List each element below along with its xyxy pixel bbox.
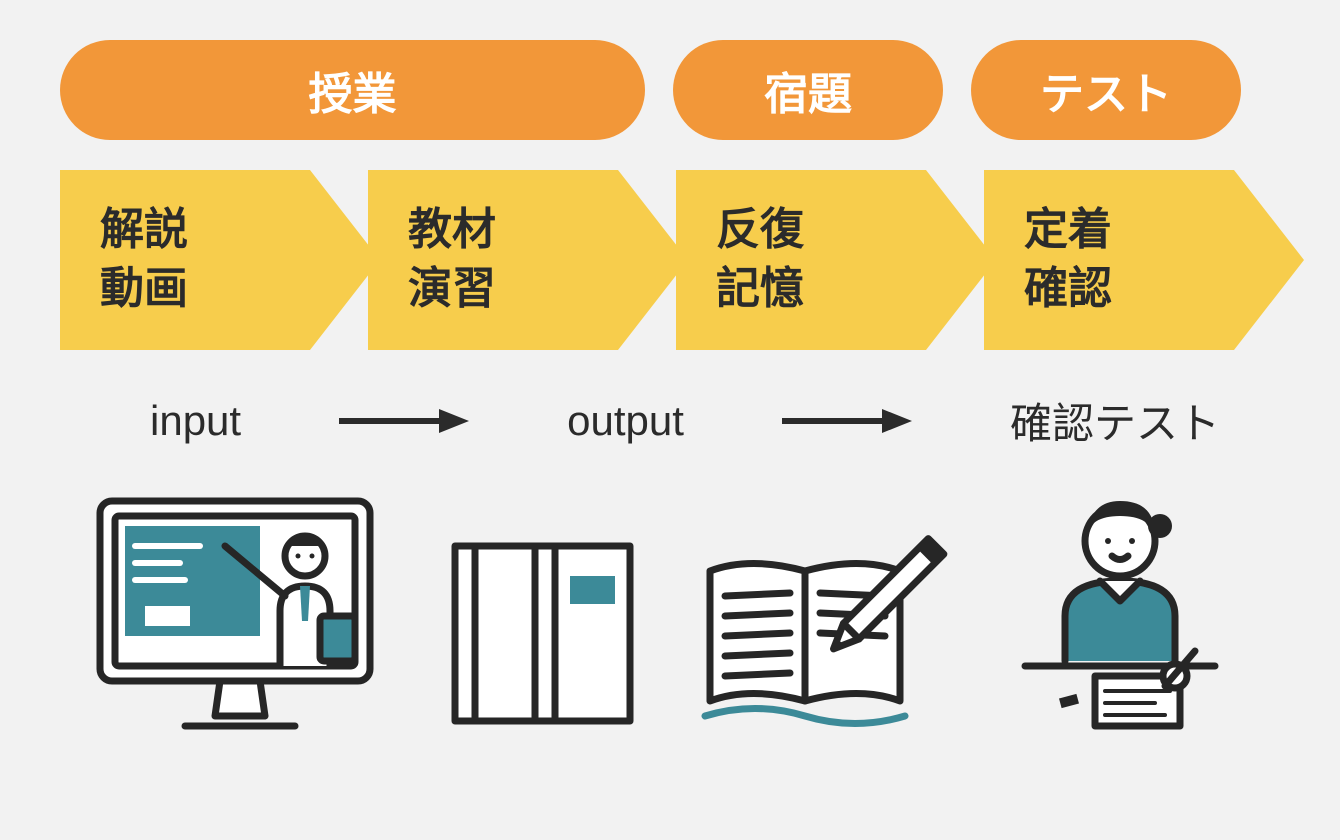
step-line1: 反復 — [716, 205, 804, 254]
step-line2: 記憶 — [716, 264, 804, 313]
step-line1: 教材 — [408, 205, 496, 254]
step-line2: 確認 — [1024, 264, 1112, 313]
student-writing-icon — [990, 481, 1250, 746]
flow-label-test: 確認テスト — [1010, 390, 1220, 451]
flow-label-output: output — [567, 397, 684, 445]
monitor-teacher-icon — [90, 491, 390, 746]
icons-row — [60, 481, 1280, 746]
step-chevron-3: 反復記憶 — [676, 170, 956, 350]
step-chevron-2: 教材演習 — [368, 170, 648, 350]
flow-row: input output 確認テスト — [60, 390, 1280, 451]
arrow-icon — [777, 406, 917, 436]
arrow-icon — [334, 406, 474, 436]
step-line1: 解説 — [100, 205, 188, 254]
phase-pill-test: テスト — [971, 40, 1241, 140]
step-chevrons-row: 解説動画 教材演習 反復記憶 定着確認 — [60, 170, 1280, 350]
phase-pill-homework: 宿題 — [673, 40, 943, 140]
step-line1: 定着 — [1024, 205, 1112, 254]
phase-pill-label: 宿題 — [764, 58, 852, 122]
phase-pill-label: 授業 — [309, 58, 397, 122]
phase-pill-label: テスト — [1040, 58, 1172, 122]
step-chevron-1: 解説動画 — [60, 170, 340, 350]
step-chevron-4: 定着確認 — [984, 170, 1264, 350]
books-icon — [430, 521, 650, 746]
phase-pill-lesson: 授業 — [60, 40, 645, 140]
open-book-pencil-icon — [690, 521, 950, 746]
phase-pills-row: 授業 宿題 テスト — [60, 40, 1280, 140]
flow-label-input: input — [150, 397, 241, 445]
step-line2: 演習 — [408, 264, 496, 313]
step-line2: 動画 — [100, 264, 188, 313]
